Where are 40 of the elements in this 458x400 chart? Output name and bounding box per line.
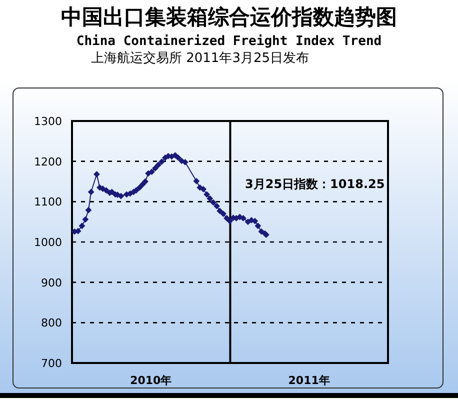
y-tick-label: 1000	[34, 236, 62, 249]
chart-title: 中国出口集装箱综合运价指数趋势图	[61, 5, 397, 29]
y-tick-label: 800	[41, 316, 62, 330]
point	[224, 215, 230, 222]
point	[82, 216, 89, 223]
point	[148, 168, 155, 176]
point	[103, 187, 110, 194]
point	[254, 222, 262, 230]
point	[158, 158, 165, 165]
annotation: 3月25日指数：1018.25	[245, 177, 385, 191]
point	[88, 188, 94, 196]
point	[85, 206, 92, 214]
point	[136, 184, 143, 191]
y-tick-label: 1200	[34, 155, 62, 168]
point	[94, 171, 100, 178]
point	[118, 192, 124, 200]
point	[240, 215, 246, 222]
x-tick-label: 2010年	[130, 374, 172, 387]
point	[210, 199, 217, 206]
point	[175, 154, 182, 161]
point	[152, 164, 158, 172]
point	[200, 186, 207, 192]
point	[182, 158, 188, 166]
point	[258, 228, 265, 235]
y-tick-label: 700	[41, 357, 62, 370]
chart-subtitle: China Containerized Freight Index Trend	[76, 34, 382, 49]
x-tick-label: 2011年	[288, 374, 330, 387]
point	[226, 218, 233, 224]
y-tick-label: 900	[41, 276, 62, 290]
point	[206, 195, 214, 202]
point	[78, 222, 86, 230]
y-tick-label: 1100	[34, 196, 62, 209]
point	[193, 178, 200, 184]
point	[252, 218, 258, 224]
point	[220, 210, 226, 217]
point	[214, 202, 220, 210]
point	[204, 191, 210, 198]
y-tick-label: 1300	[34, 115, 62, 128]
point	[216, 208, 224, 214]
text: 上海航运交易所 2011年3月25日发布	[90, 50, 310, 66]
